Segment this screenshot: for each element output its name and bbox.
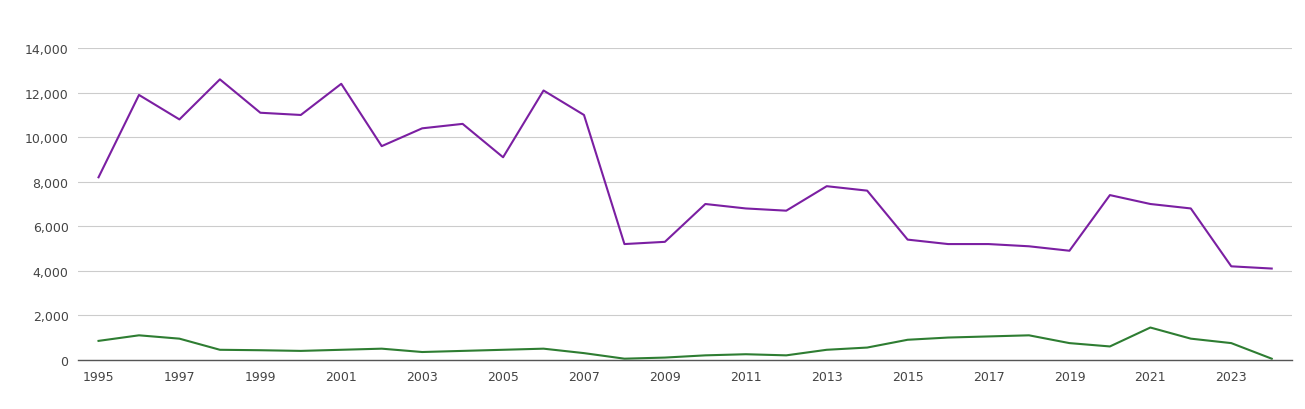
A newly built property — [1182, 336, 1198, 341]
An established property — [495, 155, 510, 160]
A newly built property — [253, 348, 269, 353]
An established property — [1022, 244, 1037, 249]
An established property — [253, 111, 269, 116]
A newly built property — [536, 346, 552, 351]
A newly built property — [577, 351, 592, 356]
An established property — [900, 238, 916, 243]
Line: A newly built property: A newly built property — [98, 328, 1272, 359]
An established property — [737, 207, 753, 211]
An established property — [90, 175, 106, 180]
A newly built property — [495, 348, 510, 353]
An established property — [778, 209, 793, 213]
An established property — [1061, 249, 1077, 254]
A newly built property — [375, 346, 390, 351]
An established property — [698, 202, 714, 207]
An established property — [658, 240, 673, 245]
An established property — [536, 89, 552, 94]
An established property — [860, 189, 876, 193]
An established property — [577, 113, 592, 118]
A newly built property — [778, 353, 793, 358]
An established property — [1265, 266, 1280, 271]
An established property — [213, 78, 228, 83]
A newly built property — [334, 348, 350, 353]
Line: An established property: An established property — [98, 80, 1272, 269]
A newly built property — [698, 353, 714, 358]
A newly built property — [617, 356, 633, 361]
An established property — [454, 122, 470, 127]
A newly built property — [454, 348, 470, 353]
A newly built property — [172, 336, 188, 341]
A newly built property — [1101, 344, 1117, 349]
A newly built property — [860, 345, 876, 350]
An established property — [172, 118, 188, 123]
An established property — [981, 242, 997, 247]
An established property — [1224, 264, 1240, 269]
An established property — [375, 144, 390, 149]
An established property — [1182, 207, 1198, 211]
A newly built property — [213, 348, 228, 353]
A newly built property — [1265, 356, 1280, 361]
A newly built property — [130, 333, 146, 338]
A newly built property — [414, 350, 429, 355]
A newly built property — [818, 348, 834, 353]
A newly built property — [981, 334, 997, 339]
An established property — [294, 113, 309, 118]
An established property — [818, 184, 834, 189]
A newly built property — [1022, 333, 1037, 338]
A newly built property — [294, 348, 309, 353]
A newly built property — [900, 337, 916, 342]
A newly built property — [1142, 325, 1158, 330]
A newly built property — [1061, 341, 1077, 346]
An established property — [334, 82, 350, 87]
An established property — [617, 242, 633, 247]
A newly built property — [737, 352, 753, 357]
An established property — [130, 93, 146, 98]
A newly built property — [658, 355, 673, 360]
An established property — [1142, 202, 1158, 207]
A newly built property — [90, 339, 106, 344]
A newly built property — [1224, 341, 1240, 346]
An established property — [1101, 193, 1117, 198]
An established property — [414, 126, 429, 131]
An established property — [941, 242, 957, 247]
A newly built property — [941, 335, 957, 340]
